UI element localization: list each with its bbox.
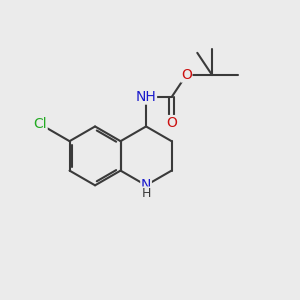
Text: NH: NH xyxy=(136,90,156,104)
Text: O: O xyxy=(166,116,177,130)
Text: H: H xyxy=(141,187,151,200)
Text: N: N xyxy=(141,178,151,192)
Text: Cl: Cl xyxy=(33,117,47,131)
Text: O: O xyxy=(181,68,192,82)
